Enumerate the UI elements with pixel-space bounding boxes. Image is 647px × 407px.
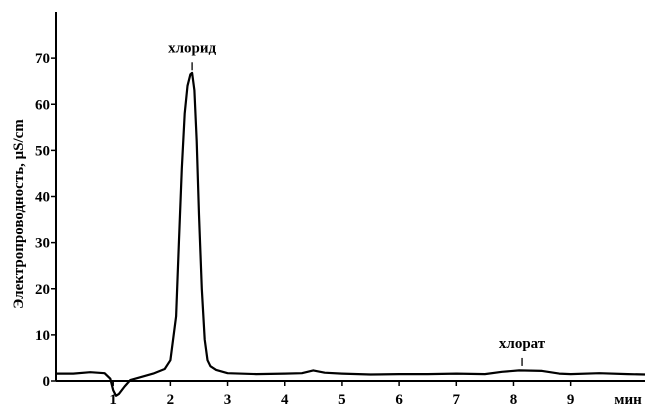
x-tick-label: 7 — [453, 392, 461, 407]
x-ticks: 1 2 3 4 5 6 7 8 9 — [109, 381, 574, 407]
y-tick-label: 40 — [35, 190, 50, 206]
x-tick-label: 4 — [281, 392, 289, 407]
x-tick-label: 9 — [567, 392, 575, 407]
y-tick-label: 0 — [43, 374, 51, 390]
peak-label: хлорат — [499, 336, 546, 352]
y-axis-label: Электропроводность, μS/cm — [11, 119, 27, 309]
x-axis-label: мин — [614, 392, 642, 407]
axes — [55, 12, 645, 382]
y-tick-label: 60 — [35, 97, 50, 113]
peak-annotations: хлорид хлорат — [168, 40, 546, 366]
y-tick-label: 30 — [35, 236, 50, 252]
y-ticks: 0 10 20 30 40 50 60 70 — [35, 51, 56, 390]
x-tick-label: 2 — [167, 392, 175, 407]
x-tick-label: 5 — [338, 392, 346, 407]
y-tick-label: 70 — [35, 51, 50, 67]
x-tick-label: 1 — [109, 392, 117, 407]
y-tick-label: 20 — [35, 282, 50, 298]
conductivity-trace — [56, 71, 646, 397]
y-tick-label: 10 — [35, 328, 50, 344]
x-tick-label: 8 — [510, 392, 518, 407]
x-tick-label: 6 — [395, 392, 403, 407]
x-tick-label: 3 — [224, 392, 232, 407]
y-tick-label: 50 — [35, 143, 50, 159]
peak-label: хлорид — [168, 40, 216, 56]
